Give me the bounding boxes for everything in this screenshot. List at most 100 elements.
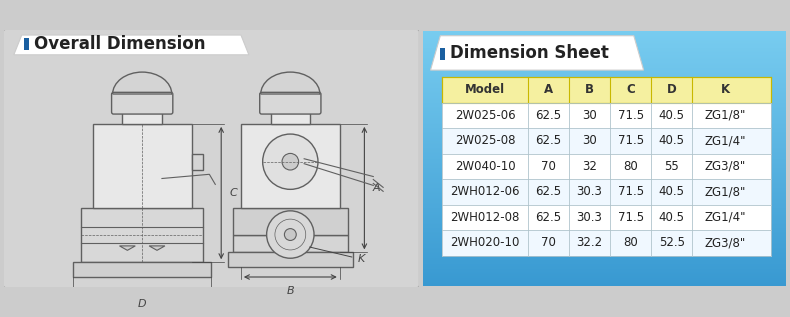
Bar [423,50,786,51]
Bar [423,77,786,78]
Text: ZG1/4": ZG1/4" [705,211,746,224]
Text: Overall Dimension: Overall Dimension [34,35,205,53]
Bar [423,199,786,200]
Bar [423,158,786,159]
Text: C: C [626,83,635,96]
Bar [423,97,786,98]
Bar [423,108,786,109]
Text: Model: Model [465,83,505,96]
Bar [423,128,786,129]
Text: D: D [138,299,146,309]
Bar [423,188,786,189]
Bar [423,159,786,160]
Bar [423,224,786,225]
Bar [423,105,786,106]
Polygon shape [149,246,165,250]
Text: 55: 55 [664,160,679,173]
Bar [423,245,786,246]
Bar [192,154,204,170]
Bar [423,284,786,285]
Bar [423,127,786,128]
Bar [423,145,786,146]
Bar [423,285,786,286]
Bar [423,64,786,65]
Bar [122,112,162,124]
Bar [423,275,786,276]
Bar [423,100,786,101]
Bar [423,31,786,32]
Bar [423,266,786,267]
Bar [113,93,172,94]
Text: K: K [720,83,730,96]
Bar [423,45,786,46]
Bar [233,208,348,235]
Bar [423,179,786,180]
Bar [423,252,786,253]
Bar [423,147,786,148]
Bar [423,117,786,118]
Bar [423,237,786,238]
Bar [423,227,786,228]
Bar [423,43,786,45]
Bar [423,238,786,239]
Bar [423,244,786,245]
Bar [423,144,786,145]
Circle shape [284,229,296,241]
Bar [423,169,786,170]
Text: C: C [229,188,237,198]
Bar [423,247,786,248]
Polygon shape [431,36,644,70]
Bar [442,128,771,154]
Bar [423,148,786,149]
Bar [423,47,786,48]
Bar [423,72,786,73]
Bar [423,176,786,177]
Bar [423,109,786,110]
Bar [423,165,786,166]
Bar [423,155,786,156]
Bar [423,71,786,72]
Bar [423,198,786,199]
Text: 30: 30 [582,109,597,122]
Bar [423,75,786,76]
Bar [423,52,786,53]
Text: 2W040-10: 2W040-10 [455,160,515,173]
Bar [423,166,786,167]
Bar [423,69,786,70]
Bar [423,67,786,68]
Text: 71.5: 71.5 [618,109,644,122]
Bar [423,37,786,38]
Text: 2W025-08: 2W025-08 [455,134,515,147]
Bar [423,120,786,121]
Bar [423,195,786,196]
Bar [423,140,786,141]
Bar [423,249,786,250]
Bar [423,264,786,265]
Bar [423,261,786,262]
Bar [423,267,786,268]
Bar [423,135,786,136]
Text: Dimension Sheet: Dimension Sheet [450,44,609,62]
Bar [423,68,786,69]
Bar [423,197,786,198]
Bar [423,270,786,271]
Text: 80: 80 [623,160,638,173]
Text: 40.5: 40.5 [659,185,685,198]
Bar [423,220,786,221]
Bar [423,122,786,123]
Bar [423,150,786,151]
Bar [423,242,786,243]
Bar [233,235,348,252]
Bar [423,228,786,229]
Text: 2WH020-10: 2WH020-10 [450,236,520,249]
Bar [423,239,786,240]
Bar [423,162,786,163]
Bar [423,101,786,102]
Bar [423,79,786,80]
Bar [423,218,786,219]
Bar [93,124,192,208]
Text: 32: 32 [582,160,597,173]
FancyBboxPatch shape [260,92,321,114]
Bar [423,160,786,161]
Bar [423,215,786,216]
